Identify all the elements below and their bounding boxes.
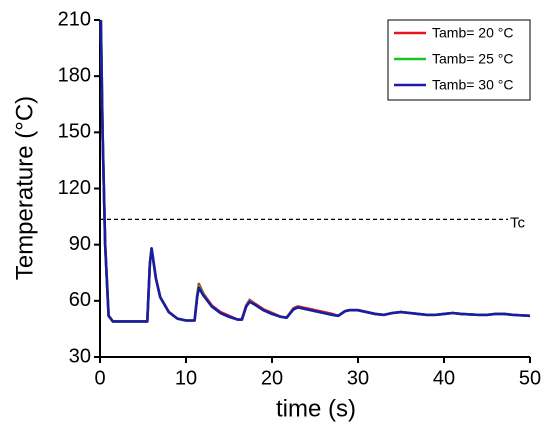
legend-label: Tamb= 20 °C — [432, 25, 513, 41]
legend-label: Tamb= 25 °C — [432, 51, 513, 67]
y-axis-label: Temperature (°C) — [11, 96, 38, 280]
x-tick-label: 40 — [433, 367, 455, 389]
threshold-label: Tc — [510, 214, 526, 231]
y-tick-label: 90 — [69, 233, 91, 255]
x-tick-label: 0 — [94, 367, 105, 389]
x-tick-label: 20 — [261, 367, 283, 389]
y-tick-label: 30 — [69, 345, 91, 367]
y-tick-label: 210 — [58, 8, 91, 30]
y-tick-label: 120 — [58, 177, 91, 199]
y-tick-label: 180 — [58, 64, 91, 86]
x-tick-label: 50 — [519, 367, 541, 389]
x-axis-label: time (s) — [276, 395, 356, 422]
x-tick-label: 30 — [347, 367, 369, 389]
x-tick-label: 10 — [175, 367, 197, 389]
y-tick-label: 150 — [58, 121, 91, 143]
y-tick-label: 60 — [69, 289, 91, 311]
data-line — [99, 19, 531, 323]
legend-label: Tamb= 30 °C — [432, 77, 513, 93]
